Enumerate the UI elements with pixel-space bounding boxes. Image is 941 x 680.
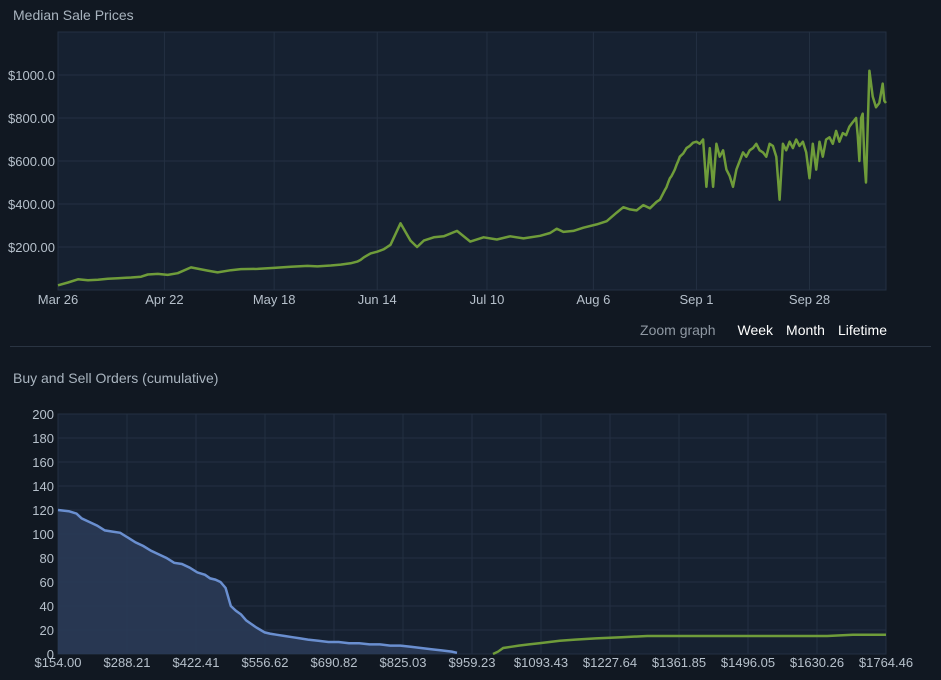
orders-y-tick-label: 180 [32,431,54,446]
zoom-controls: Zoom graph Week Month Lifetime [640,322,887,338]
orders-x-tick-label: $1227.64 [583,655,637,670]
orders-y-tick-label: 140 [32,479,54,494]
price-x-tick-label: Apr 22 [145,292,183,307]
price-y-tick-label: $200.00 [8,240,55,255]
zoom-lifetime-link[interactable]: Lifetime [837,322,887,338]
orders-chart-title: Buy and Sell Orders (cumulative) [13,370,219,386]
section-divider [10,346,931,347]
orders-y-tick-label: 80 [40,551,54,566]
price-x-tick-label: Jul 10 [470,292,505,307]
orders-y-tick-label: 100 [32,527,54,542]
price-y-tick-label: $600.00 [8,154,55,169]
orders-x-tick-label: $690.82 [311,655,358,670]
orders-x-tick-label: $1496.05 [721,655,775,670]
zoom-month-link[interactable]: Month [786,322,825,338]
orders-y-tick-label: 20 [40,623,54,638]
orders-x-tick-label: $154.00 [35,655,82,670]
price-x-tick-label: Sep 1 [679,292,713,307]
orders-x-tick-label: $556.62 [242,655,289,670]
orders-y-tick-label: 160 [32,455,54,470]
price-x-tick-label: Sep 28 [789,292,830,307]
orders-x-tick-label: $422.41 [173,655,220,670]
price-x-tick-label: Aug 6 [576,292,610,307]
orders-y-tick-label: 60 [40,575,54,590]
orders-x-tick-label: $288.21 [104,655,151,670]
zoom-graph-label: Zoom graph [640,322,716,338]
orders-x-tick-label: $1361.85 [652,655,706,670]
orders-x-tick-label: $1630.26 [790,655,844,670]
price-y-tick-label: $800.00 [8,111,55,126]
orders-y-tick-label: 40 [40,599,54,614]
median-price-line [57,69,887,287]
orders-y-tick-label: 120 [32,503,54,518]
orders-x-tick-label: $959.23 [449,655,496,670]
sell-orders-line [492,633,886,656]
price-y-tick-label: $400.00 [8,197,55,212]
orders-y-tick-label: 0 [47,647,54,662]
price-x-tick-label: Mar 26 [38,292,78,307]
median-sale-prices-chart[interactable]: $200.00 $400.00 $600.00 $800.00 $1000.0 Mar 2… [0,0,941,345]
orders-y-tick-label: 200 [32,407,54,422]
buy-orders-line [57,508,458,655]
orders-x-tick-label: $1764.46 [859,655,913,670]
orders-x-tick-label: $825.03 [380,655,427,670]
price-chart-title: Median Sale Prices [13,7,134,23]
buy-orders-area [58,510,457,654]
zoom-week-link[interactable]: Week [737,322,774,338]
price-x-tick-label: May 18 [253,292,296,307]
price-y-tick-label: $1000.0 [8,68,55,83]
price-x-tick-label: Jun 14 [358,292,397,307]
orders-x-tick-label: $1093.43 [514,655,568,670]
